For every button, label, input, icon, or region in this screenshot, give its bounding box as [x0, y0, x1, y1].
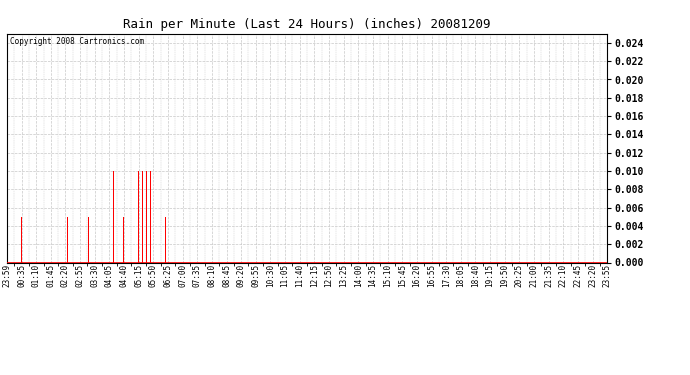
Title: Rain per Minute (Last 24 Hours) (inches) 20081209: Rain per Minute (Last 24 Hours) (inches)… — [124, 18, 491, 31]
Text: Copyright 2008 Cartronics.com: Copyright 2008 Cartronics.com — [10, 37, 144, 46]
